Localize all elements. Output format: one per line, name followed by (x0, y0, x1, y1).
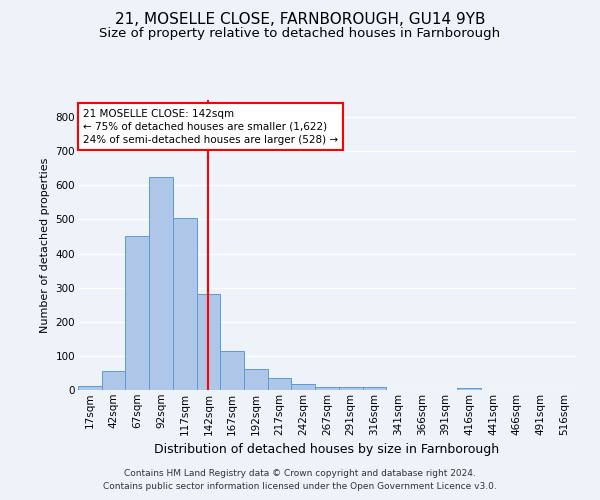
Bar (125, 236, 149, 390)
Bar (362, 388, 386, 390)
Bar (173, 218, 197, 390)
Bar (244, 369, 268, 390)
Bar (315, 386, 339, 390)
Bar (102, 371, 125, 390)
Y-axis label: Number of detached properties: Number of detached properties (40, 158, 50, 332)
Bar (78, 386, 102, 390)
Bar (149, 177, 173, 390)
Text: 21, MOSELLE CLOSE, FARNBOROUGH, GU14 9YB: 21, MOSELLE CLOSE, FARNBOROUGH, GU14 9YB (115, 12, 485, 28)
Text: Contains public sector information licensed under the Open Government Licence v3: Contains public sector information licen… (103, 482, 497, 491)
Text: Contains HM Land Registry data © Crown copyright and database right 2024.: Contains HM Land Registry data © Crown c… (124, 468, 476, 477)
Text: Size of property relative to detached houses in Farnborough: Size of property relative to detached ho… (100, 28, 500, 40)
Bar (292, 384, 315, 390)
Bar (220, 351, 244, 390)
X-axis label: Distribution of detached houses by size in Farnborough: Distribution of detached houses by size … (154, 443, 500, 456)
Bar (197, 294, 220, 390)
Bar (457, 388, 481, 390)
Bar (268, 378, 292, 390)
Bar (339, 388, 362, 390)
Text: 21 MOSELLE CLOSE: 142sqm
← 75% of detached houses are smaller (1,622)
24% of sem: 21 MOSELLE CLOSE: 142sqm ← 75% of detach… (83, 108, 338, 145)
